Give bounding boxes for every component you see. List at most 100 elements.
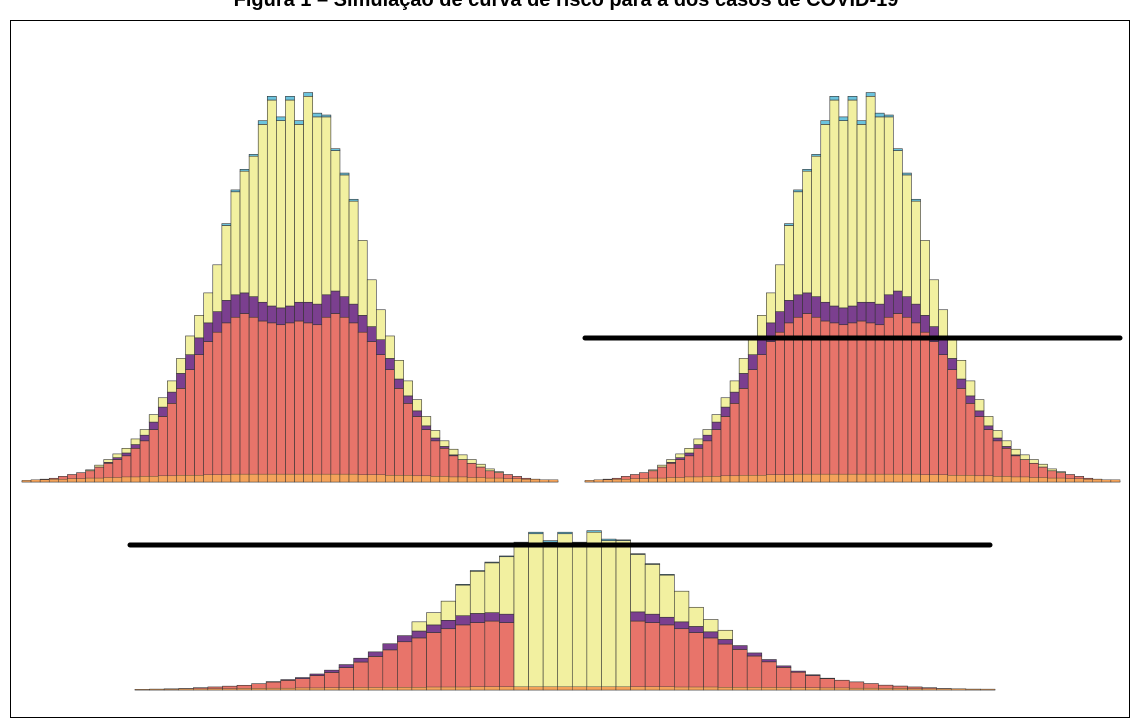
bar-orange-36 <box>659 686 675 691</box>
bar-orange-43 <box>412 475 422 483</box>
bar-yellow-42 <box>965 380 976 397</box>
bar-purple-37 <box>357 315 368 333</box>
bar-red-18 <box>397 641 413 691</box>
bar-purple-34 <box>330 290 341 314</box>
bar-yellow-19 <box>756 315 767 339</box>
bar-orange-27 <box>528 686 544 691</box>
bar-yellow-36 <box>659 574 675 618</box>
bar-cyan-36 <box>911 198 921 202</box>
bar-cyan-27 <box>266 96 277 101</box>
bar-red-45 <box>790 671 806 691</box>
bar-purple-36 <box>911 303 921 324</box>
bar-purple-37 <box>920 315 930 333</box>
bar-orange-24 <box>484 686 500 691</box>
bar-purple-20 <box>203 322 214 342</box>
bar-orange-5 <box>67 478 77 483</box>
bar-orange-23 <box>470 686 486 691</box>
bar-red-22 <box>784 322 794 483</box>
bar-yellow-7 <box>648 469 658 472</box>
bar-orange-12 <box>693 476 704 483</box>
bar-orange-31 <box>865 473 876 483</box>
bar-orange-46 <box>805 687 821 691</box>
bar-orange-29 <box>847 473 858 483</box>
bar-red-41 <box>732 649 748 691</box>
bar-yellow-13 <box>139 429 150 436</box>
bar-red-25 <box>248 316 259 483</box>
bar-purple-11 <box>684 452 695 457</box>
bar-red-43 <box>761 661 777 691</box>
bar-orange-45 <box>992 476 1003 483</box>
bar-yellow-27 <box>266 99 277 307</box>
bar-red-38 <box>688 632 704 691</box>
bar-purple-41 <box>732 645 748 650</box>
bar-purple-25 <box>248 296 259 318</box>
bar-yellow-47 <box>1010 448 1021 456</box>
bar-yellow-24 <box>239 170 250 294</box>
bar-red-31 <box>865 322 876 483</box>
bar-yellow-19 <box>194 315 204 339</box>
bar-orange-56 <box>530 478 541 483</box>
bar-orange-8 <box>657 477 667 483</box>
bar-red-37 <box>920 331 930 483</box>
bar-orange-36 <box>348 473 359 483</box>
bar-red-17 <box>382 649 398 691</box>
bar-orange-37 <box>674 686 690 691</box>
bar-cyan-31 <box>303 92 314 97</box>
bar-orange-25 <box>248 473 259 483</box>
bar-yellow-34 <box>630 554 646 613</box>
chart-panel-bottom <box>127 530 996 691</box>
bar-orange-50 <box>1038 477 1048 483</box>
bar-orange-6 <box>222 688 238 691</box>
bar-orange-34 <box>893 473 903 483</box>
bar-orange-28 <box>542 686 558 691</box>
bar-orange-54 <box>921 688 937 691</box>
bar-yellow-38 <box>688 606 704 627</box>
bar-orange-16 <box>167 475 177 483</box>
bar-yellow-36 <box>348 200 359 305</box>
bar-red-44 <box>421 429 432 483</box>
bar-red-13 <box>139 440 150 483</box>
bar-orange-35 <box>644 686 660 691</box>
bar-red-40 <box>385 369 395 483</box>
bar-yellow-21 <box>775 264 785 312</box>
bar-orange-41 <box>732 687 748 691</box>
bar-orange-1 <box>149 688 165 691</box>
bar-yellow-46 <box>439 440 450 447</box>
bar-red-15 <box>353 661 369 691</box>
bar-cyan-29 <box>557 531 573 535</box>
bar-yellow-35 <box>902 174 912 297</box>
bar-orange-0 <box>134 689 150 691</box>
bar-purple-17 <box>738 373 749 389</box>
bar-orange-22 <box>784 474 794 483</box>
bar-purple-22 <box>455 615 471 626</box>
bar-orange-28 <box>276 473 286 483</box>
bar-red-34 <box>330 313 341 483</box>
bar-orange-45 <box>430 476 441 483</box>
bar-orange-32 <box>312 473 322 483</box>
bar-yellow-24 <box>802 170 813 294</box>
bar-yellow-43 <box>974 399 985 412</box>
bar-purple-26 <box>820 301 831 322</box>
bar-purple-34 <box>893 290 903 314</box>
bar-yellow-21 <box>440 600 456 621</box>
bar-cyan-29 <box>285 96 295 101</box>
bar-yellow-11 <box>684 447 695 454</box>
bar-yellow-32 <box>601 540 617 691</box>
bar-purple-23 <box>793 294 803 318</box>
bar-orange-52 <box>892 688 908 691</box>
bar-purple-45 <box>992 437 1003 442</box>
bar-purple-36 <box>348 303 359 324</box>
bar-orange-58 <box>548 479 559 483</box>
bar-orange-52 <box>1056 477 1066 483</box>
bar-purple-19 <box>194 337 204 355</box>
bar-cyan-22 <box>455 583 471 586</box>
bar-orange-17 <box>176 475 186 483</box>
bar-red-25 <box>811 316 822 483</box>
bar-orange-40 <box>947 475 957 483</box>
bar-yellow-26 <box>513 543 529 691</box>
bar-red-42 <box>403 403 413 483</box>
bar-orange-34 <box>330 473 341 483</box>
bar-red-14 <box>148 429 159 483</box>
bar-red-16 <box>167 403 177 483</box>
bar-yellow-13 <box>702 429 713 436</box>
